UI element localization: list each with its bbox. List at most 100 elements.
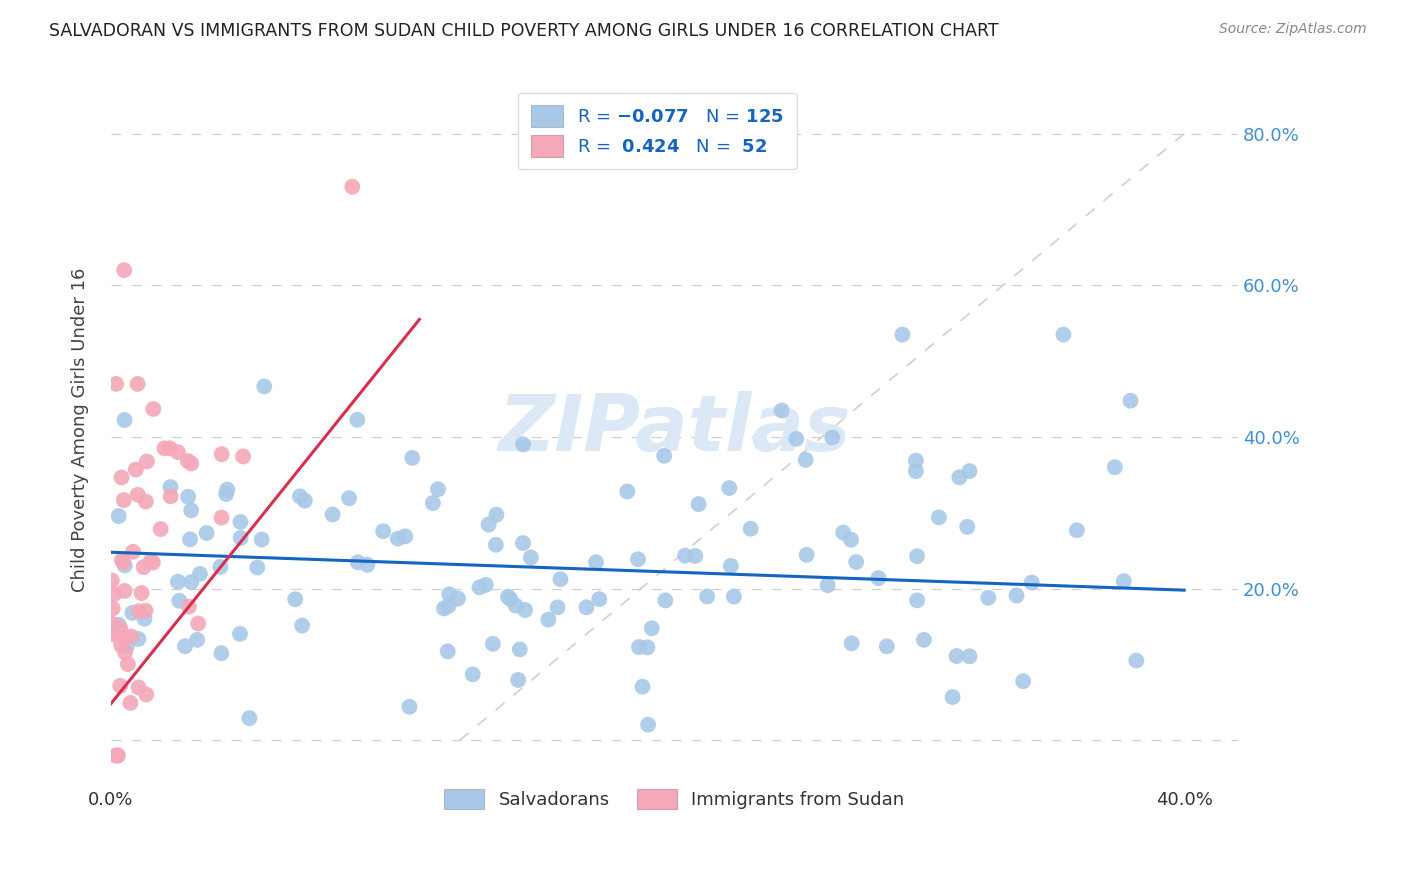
Point	[322, 508, 344, 522]
Point	[928, 510, 950, 524]
Point	[135, 688, 157, 702]
Point	[447, 591, 470, 606]
Point	[166, 445, 188, 459]
Point	[401, 450, 423, 465]
Point	[120, 696, 142, 710]
Point	[482, 637, 505, 651]
Point	[250, 533, 273, 547]
Point	[142, 556, 165, 570]
Point	[821, 430, 844, 444]
Point	[723, 590, 745, 604]
Point	[346, 413, 368, 427]
Point	[100, 627, 122, 641]
Point	[188, 566, 211, 581]
Point	[110, 679, 132, 693]
Point	[496, 590, 519, 604]
Point	[177, 490, 200, 504]
Point	[512, 437, 534, 451]
Point	[905, 549, 928, 564]
Point	[253, 379, 276, 393]
Point	[433, 601, 456, 615]
Point	[841, 636, 863, 650]
Point	[942, 690, 965, 704]
Point	[101, 616, 124, 631]
Point	[114, 631, 136, 645]
Point	[139, 553, 162, 567]
Y-axis label: Child Poverty Among Girls Under 16: Child Poverty Among Girls Under 16	[72, 268, 89, 591]
Point	[229, 515, 252, 529]
Point	[839, 533, 862, 547]
Point	[134, 612, 156, 626]
Point	[588, 592, 610, 607]
Point	[177, 599, 200, 614]
Point	[195, 526, 218, 541]
Point	[101, 574, 124, 588]
Point	[169, 594, 191, 608]
Point	[135, 604, 157, 618]
Point	[114, 584, 136, 599]
Point	[904, 464, 927, 478]
Point	[1125, 654, 1147, 668]
Point	[187, 616, 209, 631]
Point	[575, 600, 598, 615]
Point	[485, 538, 508, 552]
Point	[683, 549, 706, 563]
Point	[107, 748, 129, 763]
Point	[107, 509, 129, 524]
Point	[180, 575, 202, 590]
Point	[437, 599, 460, 613]
Point	[179, 533, 201, 547]
Point	[505, 599, 527, 613]
Point	[294, 493, 316, 508]
Point	[209, 646, 232, 660]
Point	[485, 508, 508, 522]
Point	[159, 480, 181, 494]
Point	[513, 603, 536, 617]
Point	[111, 553, 134, 567]
Point	[636, 640, 658, 655]
Point	[125, 462, 148, 476]
Point	[585, 555, 607, 569]
Point	[845, 555, 868, 569]
Point	[439, 587, 461, 601]
Point	[508, 673, 530, 687]
Point	[153, 442, 176, 456]
Point	[211, 447, 233, 461]
Point	[149, 522, 172, 536]
Point	[101, 601, 124, 615]
Point	[537, 613, 560, 627]
Point	[159, 489, 181, 503]
Point	[499, 592, 522, 607]
Point	[904, 453, 927, 467]
Point	[107, 748, 129, 763]
Point	[174, 639, 197, 653]
Point	[342, 179, 364, 194]
Point	[1066, 523, 1088, 537]
Point	[468, 580, 491, 594]
Point	[637, 717, 659, 731]
Point	[217, 483, 239, 497]
Point	[284, 592, 307, 607]
Point	[474, 578, 496, 592]
Point	[652, 449, 675, 463]
Point	[117, 657, 139, 672]
Point	[107, 626, 129, 640]
Point	[373, 524, 395, 539]
Point	[127, 488, 149, 502]
Point	[785, 432, 807, 446]
Point	[394, 529, 416, 543]
Point	[796, 548, 818, 562]
Point	[135, 494, 157, 508]
Point	[1119, 393, 1142, 408]
Point	[135, 454, 157, 468]
Point	[794, 452, 817, 467]
Point	[398, 699, 420, 714]
Point	[103, 587, 125, 601]
Point	[616, 484, 638, 499]
Point	[246, 560, 269, 574]
Point	[627, 640, 650, 654]
Point	[422, 496, 444, 510]
Point	[132, 560, 155, 574]
Point	[1112, 574, 1135, 589]
Point	[478, 517, 501, 532]
